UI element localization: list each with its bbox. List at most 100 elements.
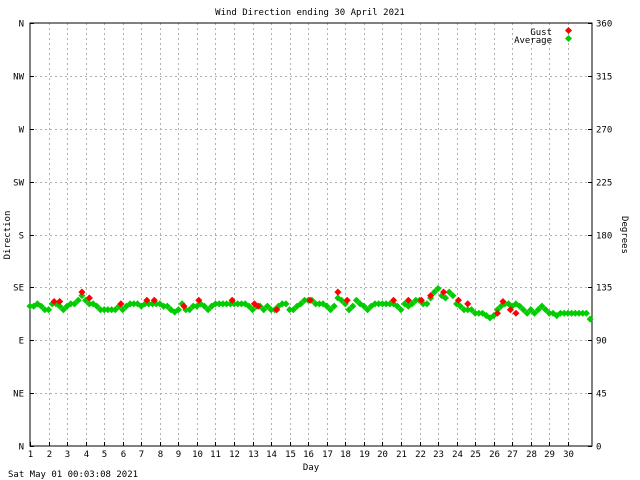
average-point [297, 300, 305, 308]
average-point [174, 306, 182, 314]
x-tick-label: 16 [303, 450, 314, 460]
average-point [45, 306, 53, 314]
y-tick-label-right: 90 [596, 337, 607, 347]
average-point [286, 306, 294, 314]
average-point [93, 302, 101, 310]
average-point [338, 296, 346, 304]
average-point [545, 309, 553, 317]
gust-point [306, 296, 314, 304]
average-point [434, 285, 442, 293]
gust-point [273, 306, 281, 314]
axis-ticks: 1 2 3 4 5 6 7 8 9 10 11 12 13 14 15 16 17 18 19 20 21 22 23 24 2… [13, 20, 612, 461]
y-tick-label-right: 225 [596, 179, 612, 189]
gust-point [512, 309, 520, 317]
average-point [516, 302, 524, 310]
x-tick-label: 1 [28, 450, 33, 460]
average-point [100, 306, 108, 314]
average-point [475, 309, 483, 317]
x-tick-label: 26 [489, 450, 500, 460]
average-point [534, 306, 542, 314]
gust-point [499, 297, 507, 306]
average-point [104, 306, 112, 314]
x-tick-label: 20 [377, 450, 388, 460]
x-tick-label: 18 [340, 450, 351, 460]
average-point [530, 309, 539, 317]
gust-point [454, 296, 462, 304]
x-tick-label: 11 [210, 450, 221, 460]
x-tick-label: 25 [470, 450, 481, 460]
average-point [575, 309, 583, 317]
average-point [74, 296, 82, 304]
gust-point [150, 296, 158, 304]
average-point [211, 300, 220, 308]
x-tick-label: 29 [544, 450, 555, 460]
average-point [582, 309, 590, 317]
average-point [542, 306, 550, 314]
average-point [56, 302, 64, 310]
average-point [215, 300, 223, 308]
average-point [586, 315, 594, 323]
average-point [564, 309, 572, 317]
average-point [445, 288, 453, 296]
average-point [397, 306, 405, 314]
average-point [130, 300, 138, 308]
average-point [59, 306, 67, 314]
legend-marker-average [564, 34, 573, 43]
average-point [119, 306, 127, 314]
legend: Gust Average [514, 26, 573, 46]
average-point [200, 302, 208, 310]
gust-point [493, 309, 501, 317]
y-tick-label-left: N [19, 20, 24, 30]
x-tick-label: 28 [526, 450, 537, 460]
gust-point [464, 300, 472, 308]
gust-point [254, 302, 262, 310]
average-point [441, 294, 450, 302]
average-point [371, 300, 379, 308]
average-point [412, 296, 420, 304]
y-tick-label-left: NW [13, 73, 24, 83]
average-point [96, 306, 105, 314]
average-point [386, 300, 394, 308]
x-tick-label: 2 [47, 450, 52, 460]
average-point [85, 300, 93, 308]
y-tick-label-right: 0 [596, 443, 601, 453]
data-points [26, 285, 594, 323]
x-tick-label: 17 [322, 450, 333, 460]
x-tick-label: 21 [396, 450, 407, 460]
average-point [37, 302, 45, 310]
average-point [579, 309, 587, 317]
average-point [67, 300, 75, 308]
average-point [126, 300, 134, 308]
average-point [467, 306, 475, 314]
average-point [70, 300, 79, 308]
y-axis-label-right: Degrees [619, 216, 629, 254]
x-tick-label: 15 [285, 450, 296, 460]
legend-label-gust: Gust [530, 28, 552, 38]
average-point [375, 300, 383, 308]
average-point [364, 306, 372, 314]
x-tick-label: 30 [563, 450, 574, 460]
average-point [289, 306, 297, 314]
average-point [326, 306, 335, 314]
x-tick-label: 24 [452, 450, 463, 460]
x-axis-label: Day [303, 463, 320, 473]
average-point [204, 306, 212, 314]
gust-point [78, 288, 86, 296]
average-point [41, 306, 49, 314]
x-tick-label: 14 [266, 450, 277, 460]
average-point [237, 300, 245, 308]
average-point [108, 306, 116, 314]
average-point [349, 302, 357, 310]
average-point [538, 302, 546, 310]
average-point [234, 300, 242, 308]
average-point [393, 302, 401, 310]
average-point [185, 306, 194, 314]
average-point [456, 302, 464, 310]
y-tick-label-left: N [19, 443, 24, 453]
average-point [408, 300, 416, 308]
x-tick-label: 9 [176, 450, 181, 460]
y-tick-label-right: 360 [596, 20, 612, 30]
average-point [260, 306, 268, 314]
average-point [519, 306, 527, 314]
legend-marker-gust [564, 26, 573, 35]
